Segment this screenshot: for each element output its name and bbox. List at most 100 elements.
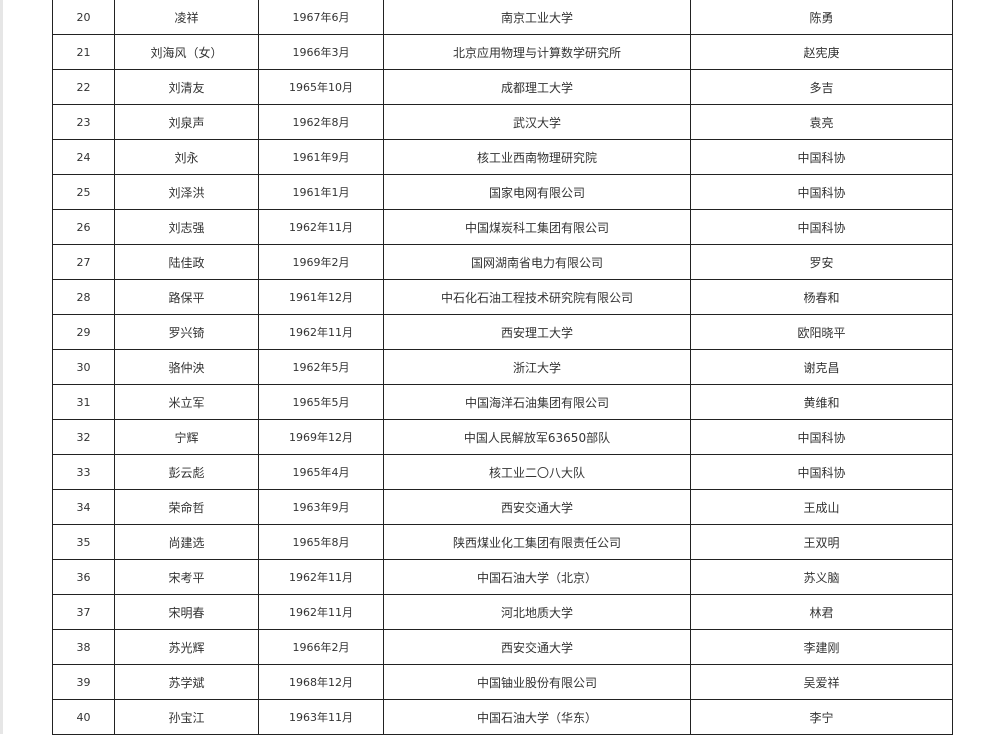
cell-name: 刘海风（女） — [114, 34, 259, 70]
cell-birth-date: 1962年5月 — [258, 349, 384, 385]
cell-name: 宋明春 — [114, 594, 259, 630]
cell-birth-date: 1965年4月 — [258, 454, 384, 490]
table-row: 35 尚建选 1965年8月 陕西煤业化工集团有限责任公司 王双明 — [52, 524, 953, 560]
cell-birth-date: 1962年8月 — [258, 104, 384, 140]
cell-organization: 陕西煤业化工集团有限责任公司 — [383, 524, 691, 560]
cell-recommender: 中国科协 — [690, 419, 953, 455]
cell-birth-date: 1963年11月 — [258, 699, 384, 735]
cell-row-number: 26 — [52, 209, 115, 245]
table-row: 29 罗兴锜 1962年11月 西安理工大学 欧阳晓平 — [52, 314, 953, 350]
cell-organization: 西安交通大学 — [383, 489, 691, 525]
cell-organization: 河北地质大学 — [383, 594, 691, 630]
table-row: 27 陆佳政 1969年2月 国网湖南省电力有限公司 罗安 — [52, 244, 953, 280]
cell-row-number: 38 — [52, 629, 115, 665]
table-row: 31 米立军 1965年5月 中国海洋石油集团有限公司 黄维和 — [52, 384, 953, 420]
table-row: 33 彭云彪 1965年4月 核工业二〇八大队 中国科协 — [52, 454, 953, 490]
cell-recommender: 黄维和 — [690, 384, 953, 420]
table-row: 32 宁辉 1969年12月 中国人民解放军63650部队 中国科协 — [52, 419, 953, 455]
cell-row-number: 30 — [52, 349, 115, 385]
cell-birth-date: 1961年9月 — [258, 139, 384, 175]
cell-name: 苏学斌 — [114, 664, 259, 700]
cell-recommender: 多吉 — [690, 69, 953, 105]
cell-organization: 成都理工大学 — [383, 69, 691, 105]
cell-row-number: 21 — [52, 34, 115, 70]
cell-recommender: 中国科协 — [690, 454, 953, 490]
cell-row-number: 31 — [52, 384, 115, 420]
cell-row-number: 40 — [52, 699, 115, 735]
table-row: 21 刘海风（女） 1966年3月 北京应用物理与计算数学研究所 赵宪庚 — [52, 34, 953, 70]
table-row: 25 刘泽洪 1961年1月 国家电网有限公司 中国科协 — [52, 174, 953, 210]
cell-organization: 西安理工大学 — [383, 314, 691, 350]
cell-organization: 中国煤炭科工集团有限公司 — [383, 209, 691, 245]
table-row: 40 孙宝江 1963年11月 中国石油大学（华东） 李宁 — [52, 699, 953, 735]
cell-organization: 中国石油大学（北京） — [383, 559, 691, 595]
table-row: 22 刘清友 1965年10月 成都理工大学 多吉 — [52, 69, 953, 105]
cell-name: 刘泽洪 — [114, 174, 259, 210]
candidate-table: 20 凌祥 1967年6月 南京工业大学 陈勇 21 刘海风（女） 1966年3月 北京应用物理… — [52, 0, 953, 735]
cell-name: 陆佳政 — [114, 244, 259, 280]
cell-organization: 中国人民解放军63650部队 — [383, 419, 691, 455]
cell-organization: 南京工业大学 — [383, 0, 691, 35]
table-row: 37 宋明春 1962年11月 河北地质大学 林君 — [52, 594, 953, 630]
cell-recommender: 谢克昌 — [690, 349, 953, 385]
cell-recommender: 苏义脑 — [690, 559, 953, 595]
cell-name: 刘清友 — [114, 69, 259, 105]
cell-birth-date: 1965年5月 — [258, 384, 384, 420]
cell-birth-date: 1965年10月 — [258, 69, 384, 105]
cell-recommender: 袁亮 — [690, 104, 953, 140]
cell-recommender: 赵宪庚 — [690, 34, 953, 70]
table-row: 38 苏光辉 1966年2月 西安交通大学 李建刚 — [52, 629, 953, 665]
cell-birth-date: 1963年9月 — [258, 489, 384, 525]
cell-name: 苏光辉 — [114, 629, 259, 665]
table-row: 26 刘志强 1962年11月 中国煤炭科工集团有限公司 中国科协 — [52, 209, 953, 245]
cell-birth-date: 1969年12月 — [258, 419, 384, 455]
cell-row-number: 20 — [52, 0, 115, 35]
cell-name: 孙宝江 — [114, 699, 259, 735]
cell-recommender: 杨春和 — [690, 279, 953, 315]
cell-recommender: 林君 — [690, 594, 953, 630]
cell-name: 刘志强 — [114, 209, 259, 245]
table-row: 28 路保平 1961年12月 中石化石油工程技术研究院有限公司 杨春和 — [52, 279, 953, 315]
cell-birth-date: 1962年11月 — [258, 559, 384, 595]
cell-organization: 西安交通大学 — [383, 629, 691, 665]
cell-birth-date: 1962年11月 — [258, 209, 384, 245]
cell-birth-date: 1962年11月 — [258, 594, 384, 630]
cell-recommender: 陈勇 — [690, 0, 953, 35]
cell-organization: 北京应用物理与计算数学研究所 — [383, 34, 691, 70]
cell-organization: 国网湖南省电力有限公司 — [383, 244, 691, 280]
cell-row-number: 35 — [52, 524, 115, 560]
cell-name: 彭云彪 — [114, 454, 259, 490]
cell-recommender: 李建刚 — [690, 629, 953, 665]
cell-recommender: 中国科协 — [690, 174, 953, 210]
cell-organization: 中国海洋石油集团有限公司 — [383, 384, 691, 420]
cell-row-number: 36 — [52, 559, 115, 595]
cell-organization: 中石化石油工程技术研究院有限公司 — [383, 279, 691, 315]
cell-name: 骆仲泱 — [114, 349, 259, 385]
cell-organization: 中国铀业股份有限公司 — [383, 664, 691, 700]
cell-recommender: 欧阳晓平 — [690, 314, 953, 350]
table-row: 39 苏学斌 1968年12月 中国铀业股份有限公司 吴爱祥 — [52, 664, 953, 700]
cell-row-number: 27 — [52, 244, 115, 280]
cell-birth-date: 1966年3月 — [258, 34, 384, 70]
cell-recommender: 中国科协 — [690, 209, 953, 245]
cell-name: 荣命哲 — [114, 489, 259, 525]
table-row: 36 宋考平 1962年11月 中国石油大学（北京） 苏义脑 — [52, 559, 953, 595]
cell-row-number: 37 — [52, 594, 115, 630]
cell-name: 刘泉声 — [114, 104, 259, 140]
cell-row-number: 22 — [52, 69, 115, 105]
table-row: 20 凌祥 1967年6月 南京工业大学 陈勇 — [52, 0, 953, 35]
cell-recommender: 李宁 — [690, 699, 953, 735]
table-row: 30 骆仲泱 1962年5月 浙江大学 谢克昌 — [52, 349, 953, 385]
cell-row-number: 28 — [52, 279, 115, 315]
cell-name: 尚建选 — [114, 524, 259, 560]
cell-recommender: 王成山 — [690, 489, 953, 525]
cell-birth-date: 1968年12月 — [258, 664, 384, 700]
cell-birth-date: 1966年2月 — [258, 629, 384, 665]
cell-row-number: 24 — [52, 139, 115, 175]
cell-name: 米立军 — [114, 384, 259, 420]
cell-row-number: 29 — [52, 314, 115, 350]
cell-birth-date: 1967年6月 — [258, 0, 384, 35]
cell-name: 刘永 — [114, 139, 259, 175]
cell-organization: 浙江大学 — [383, 349, 691, 385]
cell-row-number: 39 — [52, 664, 115, 700]
